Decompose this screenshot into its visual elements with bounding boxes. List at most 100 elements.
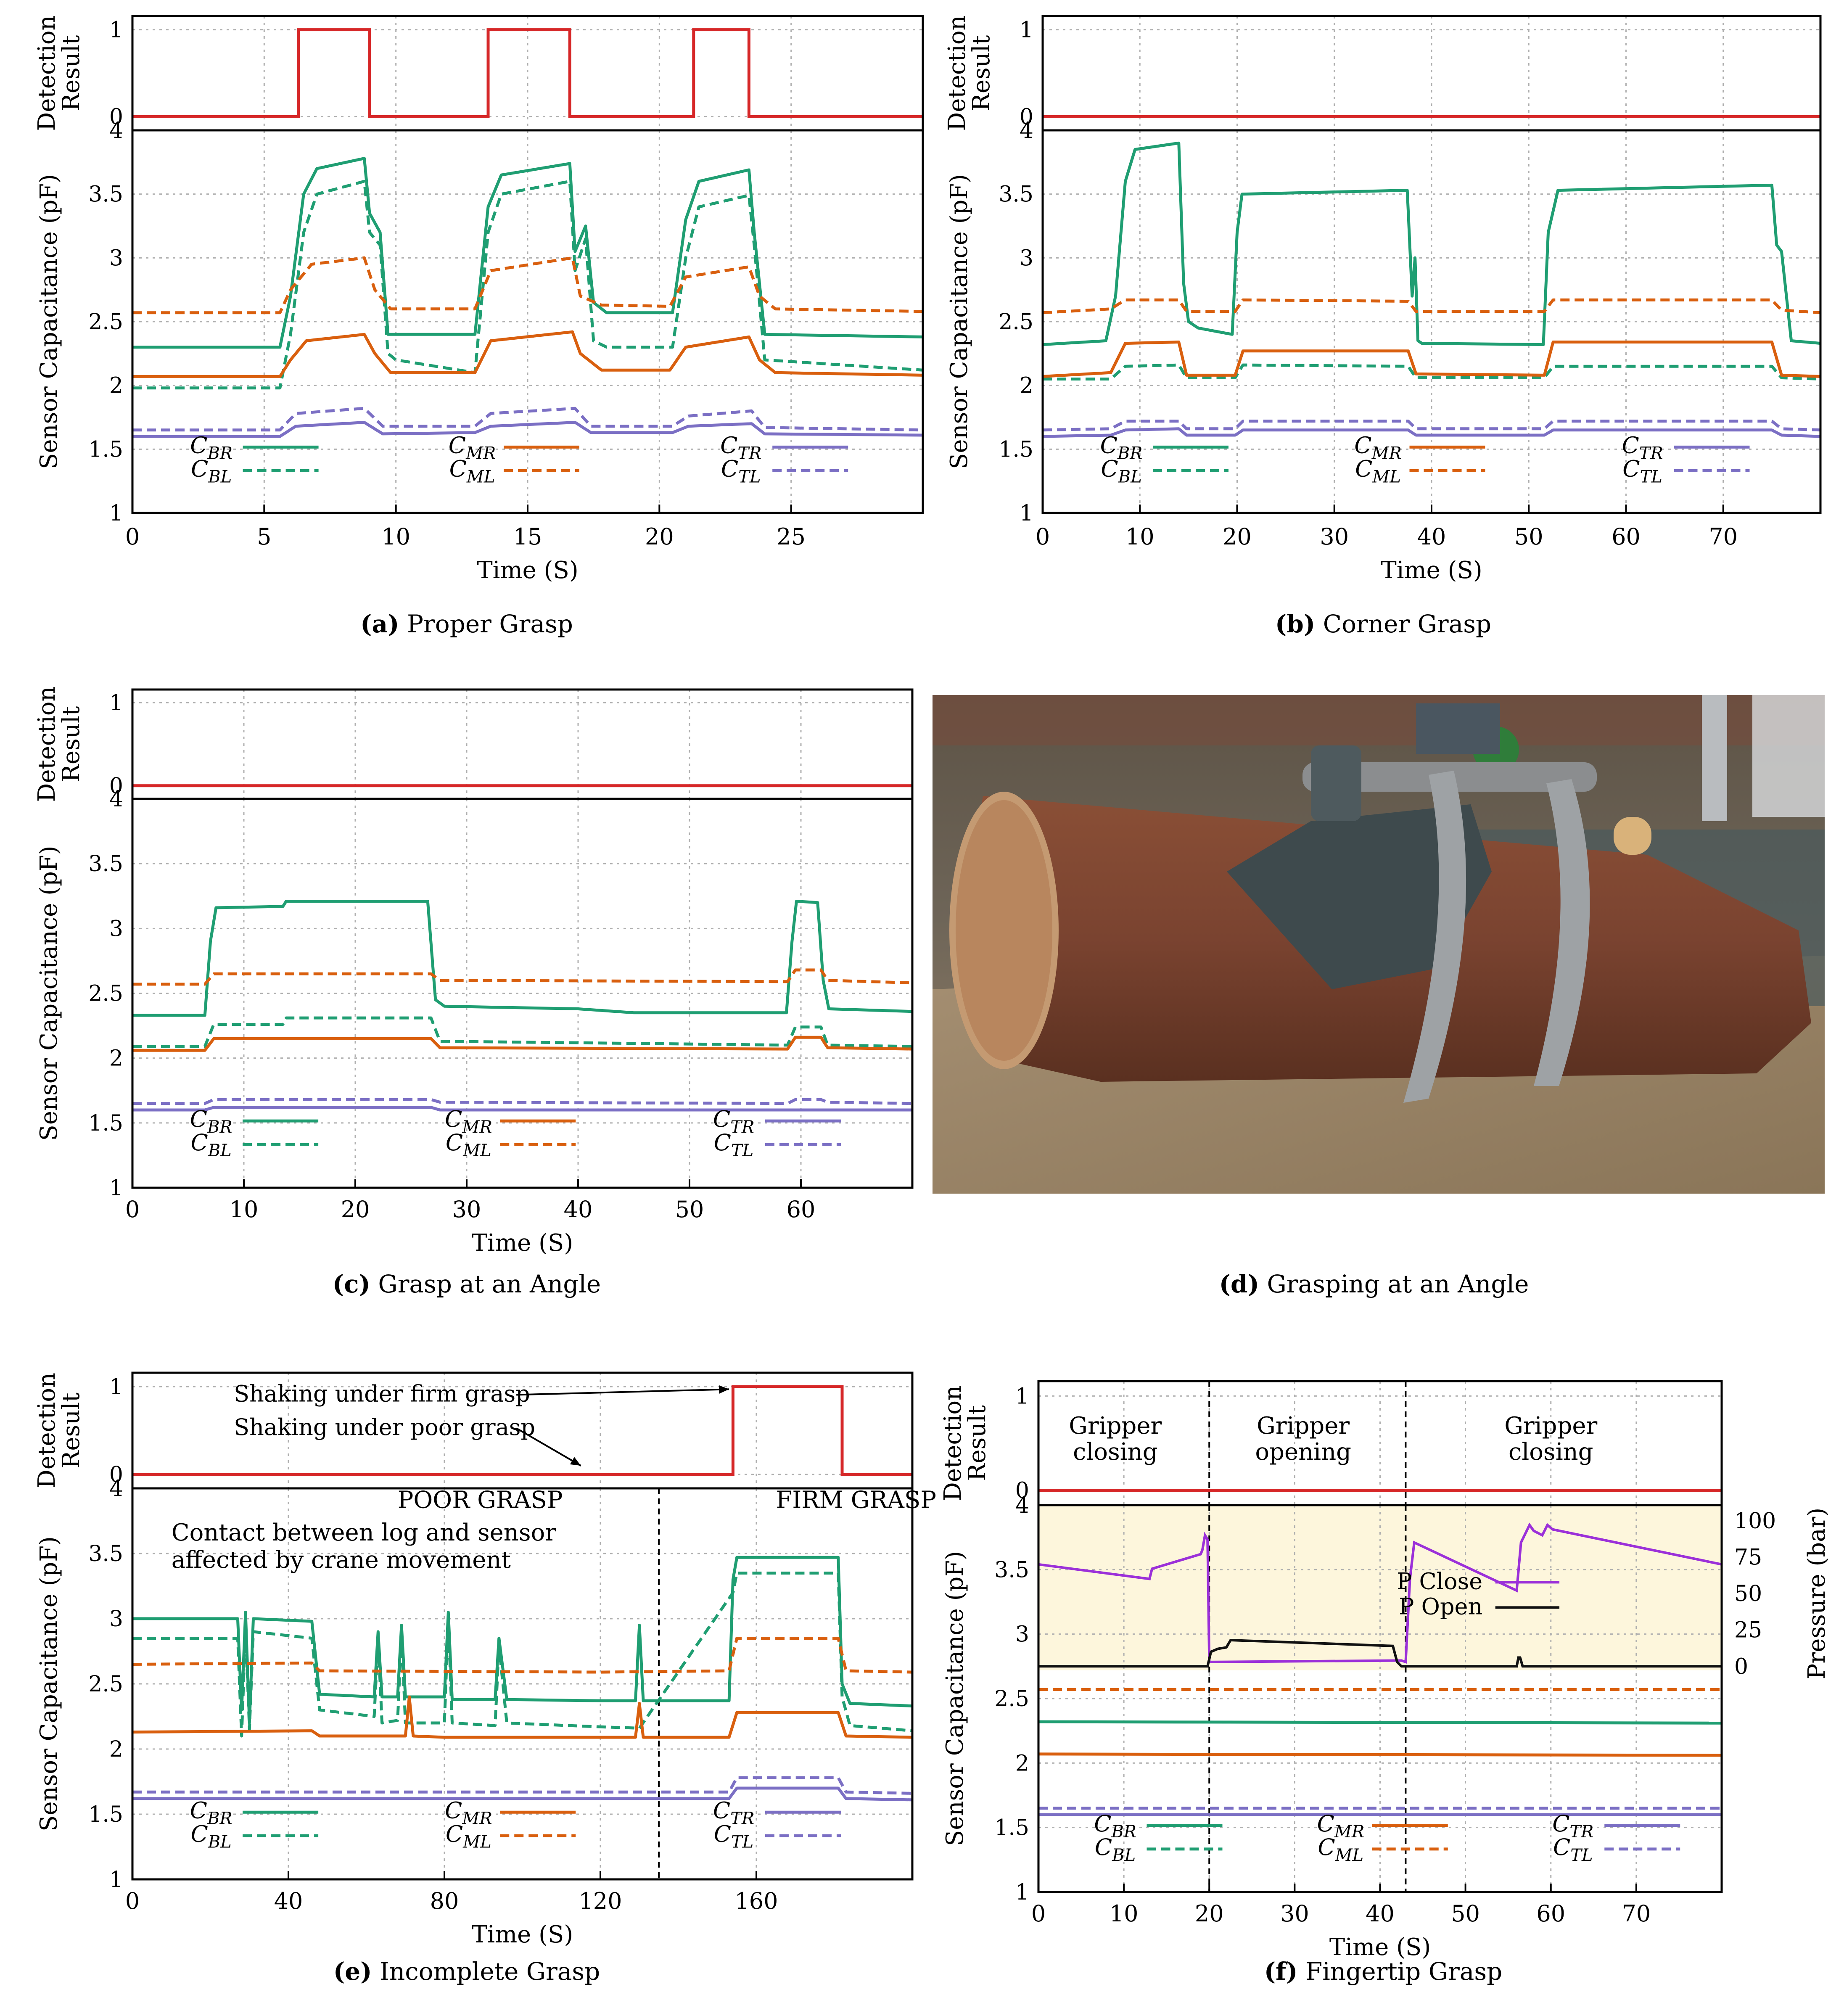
- legend-label: CML: [1355, 455, 1401, 486]
- top-ytick-label: 1: [109, 18, 123, 43]
- xtick-label: 10: [1110, 1900, 1139, 1927]
- series-line-c-mr: [1038, 1752, 1722, 1757]
- annotation-text: affected by crane movement: [172, 1546, 511, 1574]
- bottom-plot-frame: [1037, 1504, 1723, 1893]
- legend-label-main: C: [721, 455, 738, 482]
- top-ytick-label: 0: [109, 1462, 123, 1488]
- legend-label-main: C: [714, 1129, 731, 1156]
- legend-label-sub: MR: [1334, 1822, 1364, 1842]
- top-ylabel-line: Detection: [33, 686, 61, 802]
- legend-label-main: C: [449, 455, 467, 482]
- legend-label-main: C: [190, 1129, 208, 1156]
- bottom-ytick-label: 1.5: [88, 1802, 123, 1827]
- bottom-ytick-label: 2: [1015, 1751, 1029, 1776]
- series-line-c-mr: [132, 1036, 913, 1052]
- series-line-c-tl: [132, 1776, 913, 1795]
- bottom-ytick-label: 2.5: [994, 1686, 1029, 1712]
- top-plot-frame: [131, 15, 924, 132]
- bottom-ylabel-text: Sensor Capacitance (pF): [946, 174, 973, 469]
- top-ylabel-line: Result: [964, 1405, 991, 1481]
- phase-label: Gripper: [1257, 1412, 1350, 1440]
- bottom-ytick-label: 1: [1020, 501, 1033, 526]
- bottom-ytick-label: 2.5: [88, 1672, 123, 1697]
- legend-label: CTR: [1552, 1810, 1593, 1842]
- xtick-label: 40: [564, 1196, 593, 1223]
- bottom-ylabel-text: Sensor Capacitance (pF): [941, 1551, 969, 1846]
- legend-label-sub: TR: [737, 444, 761, 463]
- legend-label: CTL: [1622, 455, 1662, 486]
- bottom-ytick-label: 4: [1020, 118, 1033, 143]
- xtick-label: 0: [125, 523, 140, 550]
- bottom-ytick-label: 1.5: [88, 1111, 123, 1136]
- legend-label-sub: TR: [730, 1809, 754, 1828]
- bottom-ytick-label: 1.5: [999, 437, 1033, 462]
- series-line-c-tl: [1042, 420, 1821, 432]
- bottom-ytick-label: 2.5: [88, 981, 123, 1007]
- bottom-plot-frame: [131, 129, 924, 514]
- legend-label: CBR: [190, 1106, 232, 1137]
- bottom-ytick-label: 3.5: [88, 182, 123, 207]
- bottom-ytick-label: 1: [109, 501, 123, 526]
- top-plot-frame: [131, 688, 914, 800]
- top-ytick-label: 0: [1015, 1478, 1029, 1503]
- series-line-c-tr: [132, 421, 923, 438]
- xtick-label: 15: [513, 523, 542, 550]
- legend-label: CBL: [191, 455, 232, 486]
- legend-label-sub: BL: [208, 467, 232, 486]
- caption-e: (e) Incomplete Grasp: [333, 1957, 600, 1986]
- legend-label-sub: ML: [462, 1141, 491, 1160]
- series-line-c-br: [132, 900, 913, 1017]
- xtick-label: 20: [1223, 523, 1252, 550]
- series-line-c-ml: [132, 256, 923, 314]
- bottom-ytick-label: 2.5: [999, 309, 1033, 335]
- top-ylabel-line: Detection: [939, 1385, 967, 1501]
- bottom-ytick-label: 3.5: [999, 182, 1033, 207]
- legend-label-sub: ML: [466, 467, 495, 486]
- annotation-text: Shaking under poor grasp: [234, 1414, 535, 1440]
- legend-label-sub: TL: [1640, 467, 1662, 486]
- legend-label-main: C: [714, 1820, 731, 1847]
- pressure-ytick-label: 25: [1734, 1618, 1762, 1643]
- xtick-label: 40: [1417, 523, 1446, 550]
- legend-label-sub: TR: [730, 1118, 754, 1137]
- legend-label-sub: BL: [1112, 1846, 1136, 1865]
- legend-label-sub: TL: [1570, 1846, 1593, 1865]
- legend-label-main: C: [1101, 455, 1118, 482]
- legend-label: CBL: [1101, 455, 1141, 486]
- caption-b: (b) Corner Grasp: [1275, 610, 1492, 638]
- xtick-label: 10: [230, 1196, 259, 1223]
- legend-label: CBR: [1094, 1810, 1136, 1842]
- bottom-plot-frame: [131, 1487, 914, 1881]
- legend-label: CML: [449, 455, 495, 486]
- top-ytick-label: 1: [1015, 1384, 1029, 1409]
- phase-label: opening: [1255, 1438, 1351, 1466]
- xtick-label: 10: [1125, 523, 1154, 550]
- legend-label-main: C: [713, 1106, 730, 1132]
- bottom-ytick-label: 1: [1015, 1880, 1029, 1905]
- series-line-c-tl: [132, 1098, 913, 1105]
- bottom-ytick-label: 2: [109, 1737, 123, 1762]
- legend-label-sub: BR: [1117, 444, 1143, 463]
- bottom-ytick-label: 4: [109, 118, 123, 143]
- series-line-c-tr: [132, 1786, 913, 1802]
- legend-label-main: C: [190, 432, 207, 458]
- legend-label-sub: BL: [208, 1832, 232, 1852]
- bottom-ytick-label: 3: [1020, 246, 1033, 271]
- bottom-ytick-label: 2: [1020, 373, 1033, 399]
- series-line-c-br: [132, 157, 923, 349]
- chart-panel-f: 01GripperclosingGripperopeningGripperclo…: [939, 1380, 1831, 1961]
- xtick-label: 10: [381, 523, 410, 550]
- top-ytick-label: 1: [1020, 18, 1033, 43]
- top-ylabel-line: Result: [58, 706, 85, 782]
- top-ylabel-line: Result: [58, 35, 85, 111]
- legend-label-sub: TR: [1639, 444, 1663, 463]
- detection-line: [132, 1385, 912, 1476]
- series-line-c-br: [1042, 141, 1821, 346]
- legend-label-sub: BL: [1118, 467, 1142, 486]
- bottom-ylabel: Sensor Capacitance (pF): [35, 1536, 63, 1831]
- legend-label-sub: BR: [207, 1809, 232, 1828]
- legend-label: CBL: [190, 1129, 231, 1160]
